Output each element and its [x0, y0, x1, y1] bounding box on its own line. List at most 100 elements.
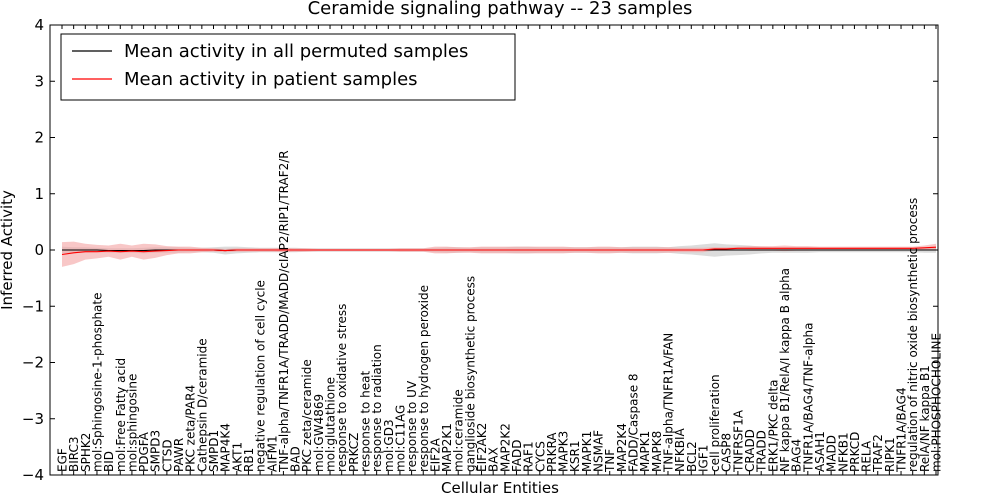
x-tick-label: MAPK3 [557, 431, 571, 472]
x-tick-label: TNF-alpha/TNFR1A/TRADD/MADD/cIAP2/RIP1/T… [277, 150, 291, 473]
x-tick-label: CRADD [743, 429, 757, 472]
x-tick-label: PAWR [172, 438, 186, 472]
x-tick-label: RelA/NF kappa B1 [918, 365, 932, 472]
plot-frame [49, 24, 939, 476]
y-tick-label: 2 [34, 129, 44, 147]
x-tick-label: mol:glutathione [324, 377, 338, 472]
x-tick-label: EGF [56, 448, 70, 472]
x-tick-label: response to UV [405, 380, 419, 472]
x-tick-label: MAP4K4 [219, 423, 233, 472]
x-tick-label: BID [102, 451, 116, 472]
y-tick-label: 4 [34, 16, 44, 34]
y-axis-label: Inferred Activity [0, 190, 16, 310]
x-tick-label: FADD/Caspase 8 [627, 373, 641, 472]
x-tick-label: AIFM1 [265, 435, 279, 472]
x-tick-label: RAF1 [522, 441, 536, 472]
band-patient [62, 241, 936, 267]
x-tick-label: MAP2K2 [498, 423, 512, 472]
x-tick-label: ganglioside biosynthetic process [463, 276, 477, 472]
x-tick-label: TNFRSF1A [731, 409, 745, 473]
x-tick-label: BIRC3 [67, 436, 81, 472]
x-tick-label: response to radiation [370, 344, 384, 472]
legend-box [60, 33, 516, 101]
x-tick-label: MAP2K4 [615, 423, 629, 472]
x-tick-label: negative regulation of cell cycle [254, 280, 268, 472]
axis-ticks: −4 −3 −2 −1 0 1 2 3 4 [22, 16, 938, 484]
x-tick-label: FADD [510, 440, 524, 473]
x-tick-label: mol:PHOSPHOCHOLINE [930, 333, 944, 472]
line-patient [61, 246, 937, 256]
x-tick-label: ERK1/PKC delta [766, 379, 780, 472]
series-lines [61, 246, 937, 256]
x-tick-label: BCL2 [685, 441, 699, 472]
y-tick-label: 3 [34, 72, 44, 90]
x-tick-label: CYCS [533, 441, 547, 472]
x-tick-label: NFKBIA [673, 427, 687, 472]
x-tick-label: cell proliferation [708, 374, 722, 472]
x-tick-label: RIPK1 [883, 437, 897, 472]
x-tick-label: MAP2K1 [440, 423, 454, 472]
x-tick-label: BAD [289, 446, 303, 472]
x-tick-label: PKC zeta/ceramide [300, 359, 314, 472]
x-tick-label: mol:GD3 [382, 419, 396, 472]
y-tick-label: −4 [22, 466, 44, 484]
x-tick-label: regulation of nitric oxide biosynthetic … [906, 198, 920, 472]
legend-label-permuted: Mean activity in all permuted samples [124, 41, 468, 62]
x-tick-label: NFKB1 [836, 432, 850, 472]
x-tick-label: mol:sphingosine [125, 374, 139, 472]
x-tick-label: TNF-alpha/TNFR1A/FAN [662, 333, 676, 473]
chart-title: Ceramide signaling pathway -- 23 samples [308, 0, 693, 19]
x-axis-label: Cellular Entities [441, 479, 559, 497]
y-tick-label: −3 [22, 410, 44, 428]
x-tick-label: EIF2A [428, 437, 442, 472]
x-tick-label: IGF1 [696, 445, 710, 472]
x-tick-label: response to heat [359, 370, 373, 472]
x-tick-label: TRAF2 [871, 434, 885, 473]
x-tick-label: TNF [603, 449, 617, 473]
legend: Mean activity in all permuted samples Me… [60, 33, 516, 101]
x-tick-label: RB1 [242, 448, 256, 472]
x-tick-label: PRKCZ [347, 433, 361, 472]
x-tick-label: PRKCD [848, 432, 862, 472]
x-tick-label: NF kappa B1/RelA/I kappa B alpha [778, 268, 792, 472]
x-tick-label: TNFR1A/BAG4 [895, 387, 909, 473]
x-tick-label: EIF2AK2 [475, 423, 489, 472]
x-tick-label: SMPD3 [149, 430, 163, 472]
y-tick-label: −1 [22, 297, 44, 315]
x-tick-label: mol:Free Fatty acid [114, 358, 128, 472]
y-tick-label: 0 [34, 241, 44, 259]
x-tick-label: AKT1 [230, 442, 244, 472]
x-tick-label: response to hydrogen peroxide [417, 285, 431, 472]
x-tick-label: RELA [860, 440, 874, 472]
x-tick-label: SMPD1 [207, 430, 221, 472]
x-tick-label: mol:GW4869 [312, 394, 326, 472]
x-tick-label: PDGFA [137, 431, 151, 472]
y-tick-label: 1 [34, 185, 44, 203]
x-tick-label: KSR1 [568, 441, 582, 472]
legend-label-patient: Mean activity in patient samples [124, 69, 418, 90]
x-tick-label: TNFR1A/BAG4/TNF-alpha [801, 323, 815, 473]
x-tick-label: CASP8 [720, 433, 734, 472]
x-tick-label: PKC zeta/PAR4 [184, 385, 198, 472]
x-tick-label: BAX [487, 447, 501, 472]
x-tick-label: BAG4 [790, 439, 804, 472]
x-tick-label: NSMAF [592, 430, 606, 472]
x-tick-label: mol:Sphingosine-1-phosphate [91, 293, 105, 473]
y-tick-label: −2 [22, 354, 44, 372]
x-tick-label: SPHK2 [79, 433, 93, 472]
x-tick-label: response to oxidative stress [335, 304, 349, 472]
x-tick-label: MAPK1 [638, 431, 652, 472]
x-tick-label: MADD [825, 435, 839, 472]
x-tick-label: TRADD [755, 430, 769, 473]
x-tick-label: ASAH1 [813, 431, 827, 472]
x-tick-label: mol:ceramide [452, 389, 466, 472]
x-tick-label: Cathepsin D/ceramide [195, 338, 209, 472]
x-tick-label: CTSD [160, 439, 174, 472]
x-tick-labels: EGFBIRC3SPHK2mol:Sphingosine-1-phosphate… [56, 150, 944, 473]
x-tick-label: PRKRA [545, 432, 559, 472]
x-tick-label: mol:C11AG [393, 405, 407, 472]
x-tick-label: MAPK1 [580, 431, 594, 472]
x-tick-label: MAPK8 [650, 431, 664, 472]
